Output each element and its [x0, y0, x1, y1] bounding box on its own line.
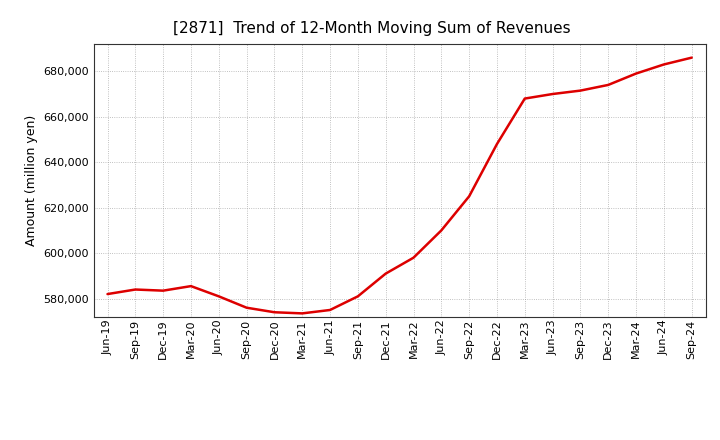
Text: [2871]  Trend of 12-Month Moving Sum of Revenues: [2871] Trend of 12-Month Moving Sum of R… — [174, 21, 571, 36]
Y-axis label: Amount (million yen): Amount (million yen) — [24, 115, 37, 246]
